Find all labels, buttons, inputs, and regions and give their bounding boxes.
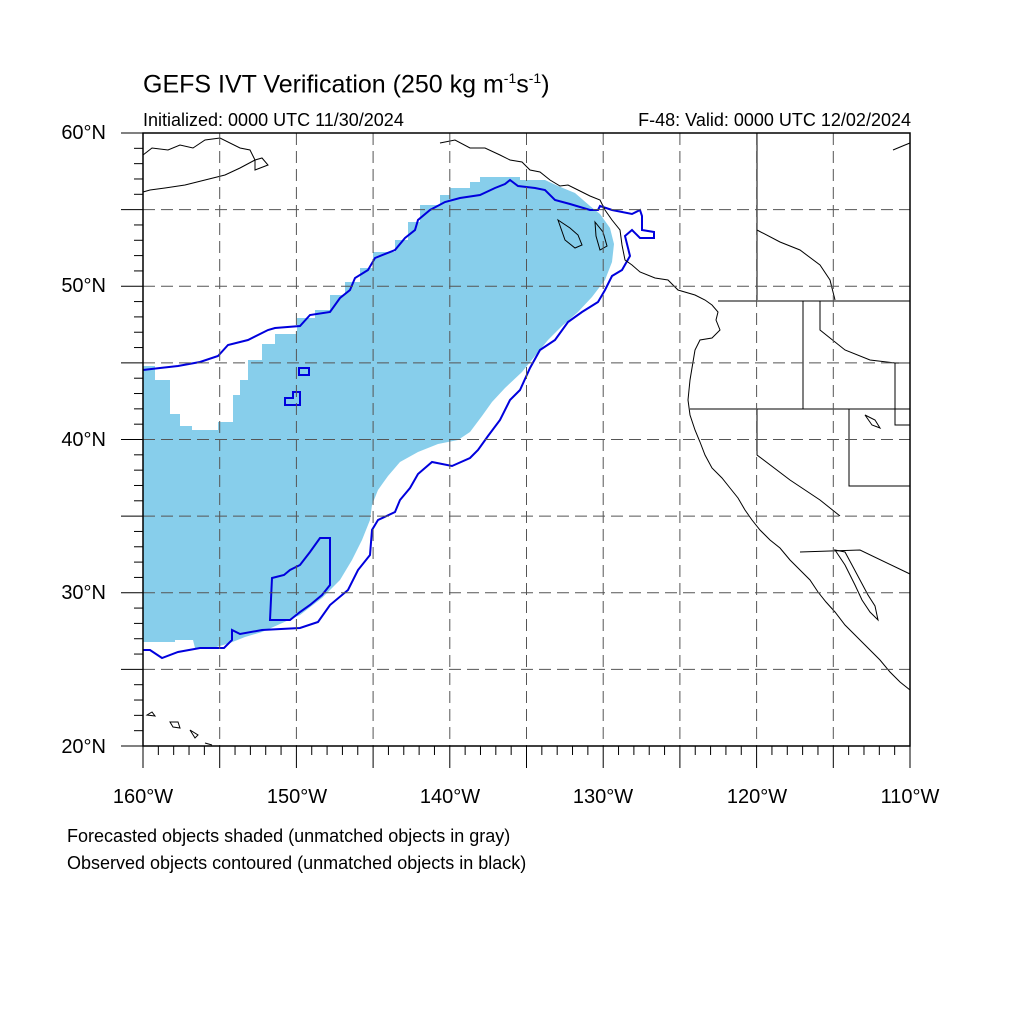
observed-object-small-2: [298, 367, 310, 376]
valid-time: F-48: Valid: 0000 UTC 12/02/2024: [638, 110, 911, 130]
lon-label-140w: 140°W: [419, 786, 481, 808]
axis-ticks: [121, 132, 911, 768]
observed-object-inner: [268, 537, 331, 621]
lat-label-20n: 20°N: [61, 736, 106, 758]
graticule: [143, 133, 910, 746]
borders: [690, 133, 911, 575]
lat-label-40n: 40°N: [61, 429, 106, 451]
lon-label-110w: 110°W: [880, 786, 940, 808]
lat-label-50n: 50°N: [61, 275, 106, 297]
initialized-time: Initialized: 0000 UTC 11/30/2024: [143, 110, 404, 130]
lat-label-60n: 60°N: [61, 122, 106, 144]
forecast-object: [143, 177, 614, 648]
observed-object-small-1: [284, 391, 301, 406]
coastline: [142, 137, 911, 746]
lon-label-160w: 160°W: [112, 786, 174, 808]
forecast-note: Forecasted objects shaded (unmatched obj…: [67, 826, 511, 846]
lon-label-130w: 130°W: [572, 786, 634, 808]
observed-note: Observed objects contoured (unmatched ob…: [67, 853, 527, 873]
lon-label-120w: 120°W: [726, 786, 788, 808]
observed-object-main: [142, 178, 655, 660]
chart-title: GEFS IVT Verification (250 kg m-1s-1): [143, 70, 550, 99]
lat-label-30n: 30°N: [61, 582, 106, 604]
lon-label-150w: 150°W: [266, 786, 328, 808]
